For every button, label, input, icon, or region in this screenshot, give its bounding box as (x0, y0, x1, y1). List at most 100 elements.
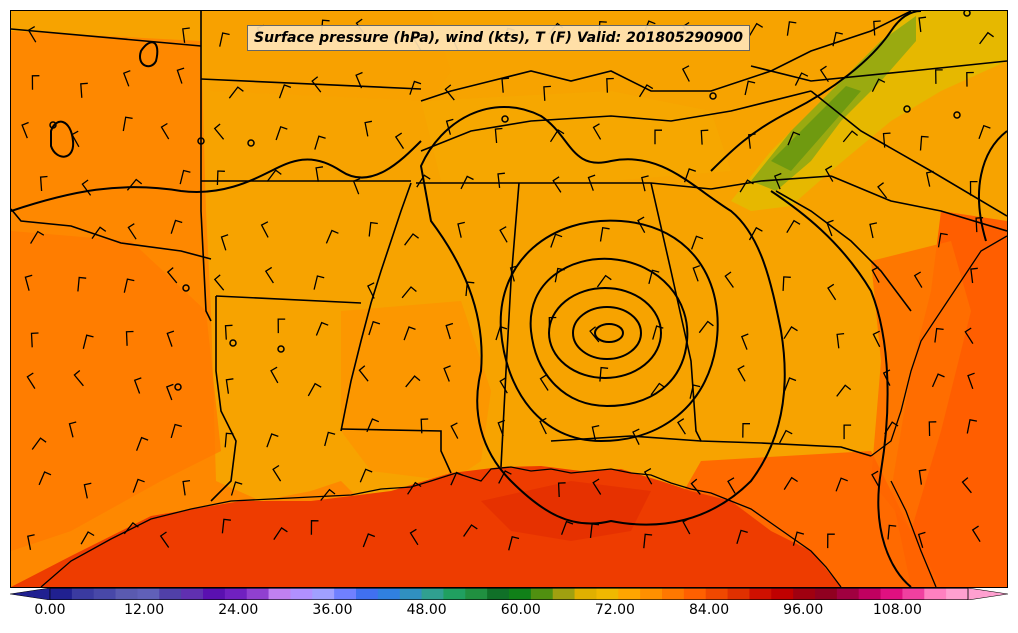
border-louisiana-mississippi (340, 428, 452, 474)
wind-barb (654, 129, 662, 145)
wind-barb (497, 172, 505, 188)
wind-barb (971, 525, 981, 543)
wind-barb (82, 334, 94, 349)
border-texas-louisiana (210, 296, 237, 502)
colorbar-low-extension (10, 588, 51, 600)
wind-barb (166, 267, 178, 284)
wind-barb (68, 421, 77, 438)
isobar-1 (594, 323, 624, 343)
colorbar-tick-label: 60.00 (500, 602, 541, 618)
wind-barb (123, 278, 135, 293)
wind-barb (315, 321, 329, 336)
wind-barb (964, 327, 974, 344)
wind-barb (843, 424, 852, 440)
border-kansas-missouri (200, 11, 212, 322)
station-circle (49, 121, 57, 129)
colorbar-segment (377, 588, 401, 600)
wind-barb (216, 170, 225, 186)
wind-barb (783, 326, 798, 340)
wind-barb (967, 372, 975, 390)
isobar-small-1 (139, 41, 159, 68)
wind-barb (359, 468, 373, 483)
wind-barb (682, 517, 691, 535)
wind-barb (277, 318, 286, 334)
wind-barb (80, 531, 95, 545)
wind-barb (819, 65, 829, 83)
wind-barb (31, 437, 47, 450)
colorbar-tick-label: 48.00 (406, 602, 447, 618)
wind-barb (30, 230, 45, 244)
wind-barb (495, 325, 508, 341)
temp-region-high-mountains (771, 86, 861, 171)
calm-stations (49, 11, 971, 391)
wind-barb (176, 67, 185, 84)
colorbar-segment (181, 588, 204, 600)
wind-barb (836, 332, 845, 349)
wind-barb (122, 70, 131, 87)
wind-barb (38, 471, 52, 486)
wind-barb (325, 229, 339, 244)
wind-barb (592, 478, 602, 495)
wind-barb (589, 523, 600, 538)
isobar-2 (572, 306, 642, 360)
wind-barb (782, 276, 791, 291)
wind-barb (744, 80, 756, 96)
border-north-south-carolina (830, 175, 1007, 232)
wind-barb (324, 431, 336, 447)
wind-barb (871, 266, 880, 283)
colorbar-tick-label: 108.00 (872, 602, 922, 618)
wind-barb (213, 274, 225, 291)
colorbar-segment (771, 588, 794, 600)
wind-barb (842, 130, 859, 143)
map-title: Surface pressure (hPa), wind (kts), T (F… (247, 25, 751, 51)
wind-barb (170, 423, 182, 439)
wind-barb (77, 276, 87, 292)
wind-barb (748, 22, 764, 37)
border-mississippi-river (340, 182, 412, 432)
colorbar-segment (683, 588, 707, 600)
wind-barb (275, 125, 288, 141)
isobar-4 (529, 257, 689, 408)
colorbar-segment (749, 588, 772, 600)
wind-barb (27, 534, 35, 551)
wind-barb (125, 330, 134, 346)
wind-barb (871, 78, 886, 92)
wind-barb (443, 365, 451, 382)
wind-barb (314, 135, 326, 150)
wind-barb (26, 372, 36, 389)
wind-barb (498, 470, 512, 484)
wind-barb (724, 271, 734, 288)
wind-barb (599, 226, 610, 242)
colorbar-segment (836, 588, 860, 600)
wind-barb (179, 169, 191, 185)
wind-barb (30, 332, 39, 348)
wind-barb (508, 536, 520, 551)
wind-barb (641, 175, 649, 192)
wind-barb (935, 69, 943, 84)
colorbar-segment (312, 588, 335, 600)
temp-region-southwest (11, 231, 221, 551)
wind-barb (499, 377, 508, 394)
wind-barb (560, 520, 574, 535)
wind-barb (978, 124, 991, 140)
wind-barb (913, 271, 923, 288)
wind-barb (689, 384, 701, 399)
wind-barb (182, 27, 190, 43)
wind-barb (650, 382, 666, 396)
wind-barb (450, 422, 459, 439)
wind-barb (224, 432, 234, 448)
wind-barb (554, 267, 565, 283)
wind-barb (872, 330, 881, 348)
wind-barb (228, 86, 244, 99)
wind-barb (160, 122, 170, 140)
wind-barb (548, 316, 557, 332)
wind-barb (182, 479, 191, 496)
wind-barb (320, 488, 336, 501)
wind-barb (266, 169, 282, 182)
wind-barb (606, 77, 614, 93)
wind-barb (420, 418, 429, 434)
colorbar-tick-label: 24.00 (218, 602, 259, 618)
wind-barb (460, 175, 474, 190)
wind-barb (83, 482, 92, 499)
wind-barb (589, 326, 600, 343)
